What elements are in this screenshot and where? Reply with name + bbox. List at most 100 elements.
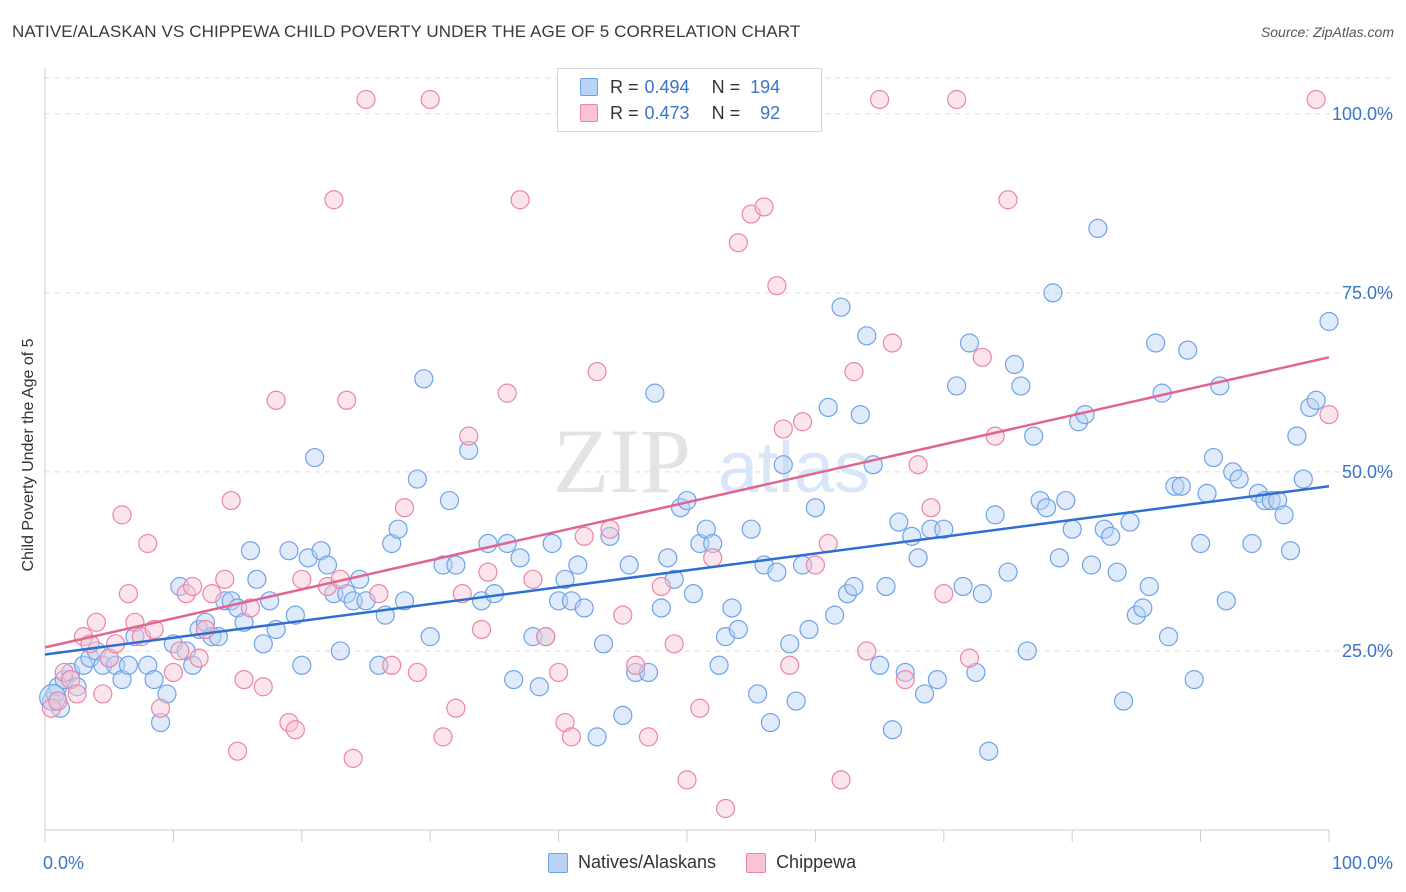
chart-title: NATIVE/ALASKAN VS CHIPPEWA CHILD POVERTY… bbox=[12, 22, 801, 41]
data-point bbox=[138, 655, 158, 675]
data-point bbox=[1088, 218, 1108, 238]
data-point bbox=[439, 490, 460, 511]
data-point bbox=[349, 569, 370, 589]
data-point bbox=[837, 584, 858, 604]
data-point bbox=[305, 447, 325, 468]
bottom-legend-swatch-natives bbox=[548, 852, 568, 873]
data-point bbox=[767, 562, 787, 582]
data-point bbox=[703, 533, 723, 554]
data-point bbox=[542, 533, 562, 554]
data-point bbox=[1184, 669, 1204, 690]
data-point bbox=[645, 383, 665, 403]
data-point bbox=[1030, 490, 1050, 511]
data-point bbox=[1178, 340, 1198, 360]
data-point bbox=[471, 619, 492, 640]
data-point bbox=[202, 584, 222, 604]
data-point bbox=[626, 655, 646, 675]
data-point bbox=[882, 333, 903, 353]
data-point bbox=[240, 541, 261, 561]
data-point bbox=[844, 576, 864, 597]
bottom-legend: Natives/Alaskans Chippewa bbox=[548, 852, 886, 873]
data-point bbox=[985, 505, 1005, 525]
watermark-atlas: atlas bbox=[718, 428, 870, 508]
data-point bbox=[1158, 627, 1179, 647]
data-point bbox=[985, 426, 1005, 446]
data-point bbox=[394, 591, 415, 611]
data-point bbox=[1190, 533, 1211, 554]
legend-n-label: N = bbox=[711, 76, 741, 97]
data-point bbox=[1319, 311, 1339, 332]
bottom-legend-label-chippewa: Chippewa bbox=[776, 852, 857, 872]
data-point bbox=[112, 669, 132, 690]
data-point bbox=[150, 698, 171, 718]
trend-lines bbox=[44, 356, 1330, 656]
data-point bbox=[857, 326, 877, 346]
data-point bbox=[99, 648, 119, 668]
data-point bbox=[150, 712, 171, 733]
data-point bbox=[1293, 469, 1313, 489]
data-point bbox=[696, 519, 716, 539]
data-point bbox=[844, 362, 864, 382]
data-point bbox=[228, 741, 248, 761]
y-axis-label: Child Poverty Under the Age of 5 bbox=[20, 338, 37, 571]
watermark-zip: ZIP bbox=[553, 410, 691, 512]
data-point bbox=[510, 190, 530, 210]
data-point bbox=[1306, 390, 1326, 410]
data-point bbox=[337, 390, 357, 410]
data-point bbox=[497, 383, 517, 403]
data-point bbox=[869, 655, 890, 675]
data-point bbox=[1274, 505, 1294, 525]
data-point bbox=[1268, 490, 1288, 511]
legend-box: R = 0.494 N = 194 R = 0.473 N = 92 bbox=[557, 68, 822, 132]
data-point bbox=[934, 584, 954, 604]
data-point bbox=[760, 712, 781, 733]
data-point bbox=[93, 684, 113, 704]
data-point bbox=[144, 669, 164, 690]
data-point bbox=[285, 605, 305, 625]
data-point bbox=[690, 698, 710, 718]
data-point bbox=[382, 655, 402, 675]
legend-r-value: 0.473 bbox=[644, 102, 690, 123]
data-point bbox=[709, 655, 729, 675]
bottom-legend-swatch-chippewa bbox=[746, 852, 767, 873]
data-point bbox=[183, 576, 203, 597]
data-point bbox=[382, 533, 402, 554]
data-point bbox=[780, 655, 800, 675]
data-point bbox=[876, 576, 896, 597]
data-point bbox=[1011, 376, 1031, 396]
data-point bbox=[478, 562, 498, 582]
data-point bbox=[1242, 533, 1262, 554]
data-point bbox=[959, 333, 980, 353]
data-point bbox=[799, 619, 819, 640]
data-point bbox=[831, 297, 851, 317]
data-point bbox=[189, 648, 209, 668]
x-tick-label: 100.0% bbox=[1332, 853, 1393, 873]
data-point bbox=[561, 727, 582, 747]
data-point bbox=[1120, 512, 1140, 532]
data-point bbox=[972, 584, 992, 604]
trend-line bbox=[44, 484, 1330, 656]
data-point bbox=[48, 691, 68, 711]
legend-row-natives: R = 0.494 N = 194 bbox=[580, 75, 780, 99]
data-point bbox=[1306, 89, 1326, 110]
data-point bbox=[998, 190, 1018, 210]
data-point bbox=[927, 669, 947, 690]
data-point bbox=[317, 555, 338, 575]
data-point bbox=[818, 397, 838, 418]
data-point bbox=[459, 440, 479, 461]
data-point bbox=[240, 598, 261, 618]
data-point bbox=[600, 526, 620, 546]
data-point bbox=[934, 519, 954, 539]
data-point bbox=[1126, 605, 1147, 625]
data-point bbox=[388, 519, 408, 539]
data-point bbox=[1062, 519, 1082, 539]
data-point bbox=[1113, 691, 1134, 711]
data-point bbox=[343, 748, 363, 768]
data-point bbox=[536, 627, 556, 647]
data-point bbox=[593, 634, 614, 654]
trend-line bbox=[44, 356, 1330, 649]
data-point bbox=[420, 89, 440, 110]
data-point bbox=[613, 705, 633, 726]
data-point bbox=[664, 634, 684, 654]
